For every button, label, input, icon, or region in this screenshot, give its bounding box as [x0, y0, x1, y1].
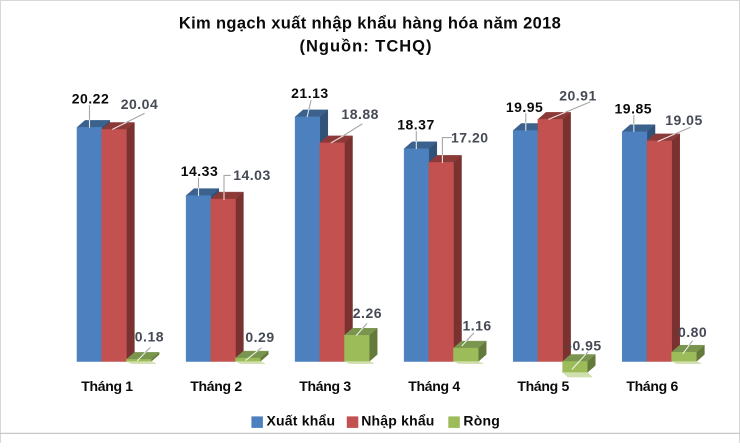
svg-text:Nhập khẩu: Nhập khẩu — [361, 413, 434, 429]
svg-text:18.88: 18.88 — [341, 106, 379, 122]
svg-text:0.29: 0.29 — [245, 329, 274, 345]
svg-text:Ròng: Ròng — [463, 413, 500, 429]
svg-text:(Nguồn: TCHQ): (Nguồn: TCHQ) — [299, 38, 432, 56]
svg-text:Tháng 1: Tháng 1 — [81, 378, 133, 394]
svg-text:19.05: 19.05 — [665, 112, 703, 128]
svg-text:0.80: 0.80 — [678, 324, 707, 340]
svg-text:2.26: 2.26 — [353, 305, 382, 321]
svg-text:Tháng 4: Tháng 4 — [408, 378, 460, 394]
svg-text:Tháng 5: Tháng 5 — [517, 378, 569, 394]
svg-text:Tháng 6: Tháng 6 — [626, 378, 678, 394]
svg-text:-0.95: -0.95 — [567, 338, 601, 354]
svg-text:0.18: 0.18 — [135, 329, 164, 345]
svg-text:20.91: 20.91 — [559, 88, 597, 104]
svg-text:19.85: 19.85 — [615, 100, 653, 116]
svg-text:20.22: 20.22 — [72, 91, 110, 107]
svg-text:Tháng 3: Tháng 3 — [299, 378, 351, 394]
svg-text:14.33: 14.33 — [181, 163, 219, 179]
svg-text:19.95: 19.95 — [506, 99, 544, 115]
svg-text:20.04: 20.04 — [121, 96, 159, 112]
svg-text:1.16: 1.16 — [462, 318, 491, 334]
svg-text:Kim ngạch xuất nhập khẩu hàng: Kim ngạch xuất nhập khẩu hàng hóa năm 20… — [179, 15, 561, 33]
svg-text:21.13: 21.13 — [291, 85, 329, 101]
svg-text:14.03: 14.03 — [233, 167, 271, 183]
svg-text:Xuất khẩu: Xuất khẩu — [267, 413, 336, 429]
svg-text:17.20: 17.20 — [451, 130, 489, 146]
svg-text:18.37: 18.37 — [397, 117, 435, 133]
svg-text:Tháng 2: Tháng 2 — [190, 378, 242, 394]
